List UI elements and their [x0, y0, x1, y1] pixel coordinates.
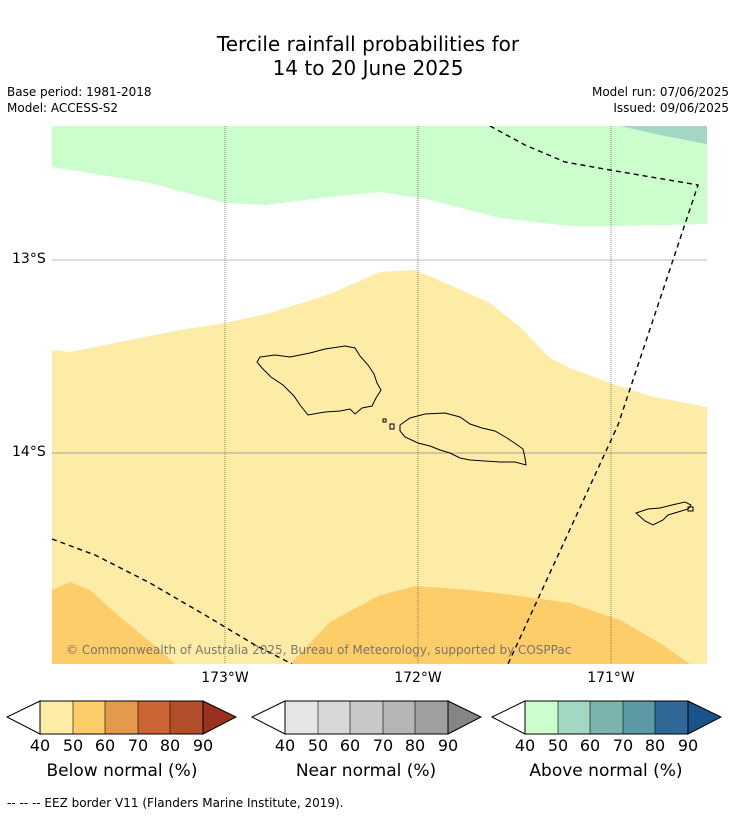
copyright-text: © Commonwealth of Australia 2025, Bureau…	[66, 643, 571, 657]
below-tick: 60	[94, 736, 116, 755]
near-tick: 70	[372, 736, 394, 755]
colorbar-above-normal	[490, 700, 723, 735]
base-period-text: Base period: 1981-2018	[7, 85, 152, 99]
near-tick: 90	[437, 736, 459, 755]
lon-label-172w: 172°W	[394, 670, 442, 686]
above-tick: 60	[579, 736, 601, 755]
lat-label-13s: 13°S	[12, 251, 46, 267]
near-swatch	[350, 701, 383, 734]
below-swatch	[170, 701, 203, 734]
near-swatch	[415, 701, 448, 734]
near-extend-high	[447, 700, 483, 735]
below-swatch	[138, 701, 170, 734]
above-tick: 50	[547, 736, 569, 755]
above-swatch	[558, 701, 590, 734]
above-tick: 40	[514, 736, 536, 755]
manono-island-outline	[389, 423, 395, 430]
below-extend-low	[5, 700, 41, 735]
above-extend-high	[687, 700, 723, 735]
lat-label-14s: 14°S	[12, 444, 46, 460]
above-normal-label: Above normal (%)	[529, 761, 683, 781]
lon-label-173w: 173°W	[201, 670, 249, 686]
above-normal-40-50-region	[52, 126, 707, 226]
near-tick: 50	[307, 736, 329, 755]
colorbar-near-normal	[250, 700, 483, 735]
above-tick: 70	[612, 736, 634, 755]
below-extend-high	[202, 700, 238, 735]
above-swatch	[525, 701, 558, 734]
near-swatch	[383, 701, 415, 734]
model-run-text: Model run: 07/06/2025	[591, 85, 729, 99]
aunuu-island-outline	[687, 506, 694, 512]
below-swatch	[40, 701, 73, 734]
above-swatch	[623, 701, 655, 734]
above-extend-low	[490, 700, 526, 735]
colorbar-below-normal	[5, 700, 238, 735]
above-tick: 90	[677, 736, 699, 755]
model-text: Model: ACCESS-S2	[7, 101, 119, 115]
eez-footnote: -- -- -- EEZ border V11 (Flanders Marine…	[7, 796, 344, 810]
eez-border-east	[489, 126, 699, 664]
below-normal-label: Below normal (%)	[46, 761, 198, 781]
upolu-island-outline	[399, 412, 527, 466]
below-tick: 70	[127, 736, 149, 755]
above-swatch	[655, 701, 688, 734]
near-swatch	[318, 701, 350, 734]
below-normal-50-60-region-south	[290, 586, 690, 664]
below-swatch	[73, 701, 105, 734]
below-swatch	[105, 701, 138, 734]
near-tick: 80	[404, 736, 426, 755]
chart-title-line2: 14 to 20 June 2025	[272, 56, 464, 80]
below-normal-50-60-region	[52, 582, 175, 664]
below-tick: 90	[192, 736, 214, 755]
below-tick: 80	[159, 736, 181, 755]
near-tick: 60	[339, 736, 361, 755]
chart-title-line1: Tercile rainfall probabilities for	[216, 32, 520, 56]
near-swatch	[285, 701, 318, 734]
above-tick: 80	[644, 736, 666, 755]
apolima-island-outline	[382, 418, 387, 423]
above-normal-50-60-region	[620, 126, 707, 144]
eez-border-southwest	[52, 538, 293, 664]
below-tick: 40	[29, 736, 51, 755]
below-tick: 50	[62, 736, 84, 755]
near-tick: 40	[274, 736, 296, 755]
savaii-island-outline	[256, 345, 382, 416]
issued-text: Issued: 09/06/2025	[613, 101, 729, 115]
below-normal-40-50-region	[52, 270, 707, 664]
above-swatch	[590, 701, 623, 734]
lon-label-171w: 171°W	[587, 670, 635, 686]
near-normal-label: Near normal (%)	[295, 761, 437, 781]
near-extend-low	[250, 700, 286, 735]
